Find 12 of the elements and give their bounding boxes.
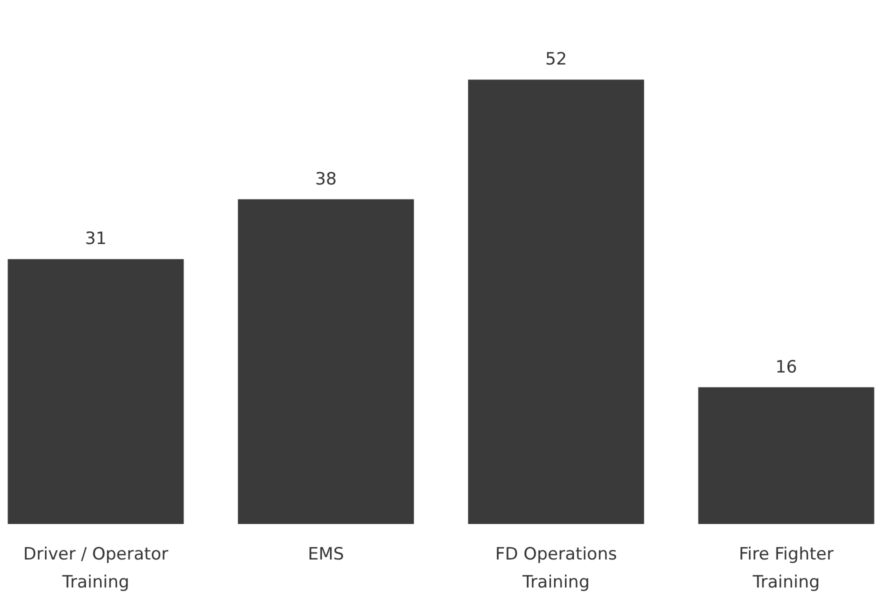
x-tick-label: EMS [308, 544, 344, 564]
x-tick-label: FD Operations Training [495, 544, 618, 592]
data-label: 31 [84, 229, 107, 250]
x-tick-label: Driver / Operator Training [23, 544, 168, 592]
data-label: 52 [545, 50, 567, 70]
bar [468, 80, 644, 524]
data-label: 38 [315, 169, 337, 190]
data-label: 16 [775, 357, 798, 378]
x-tick-label: Fire Fighter Training [738, 544, 834, 592]
bar [8, 259, 184, 524]
bar [698, 387, 874, 524]
bar [238, 199, 414, 524]
